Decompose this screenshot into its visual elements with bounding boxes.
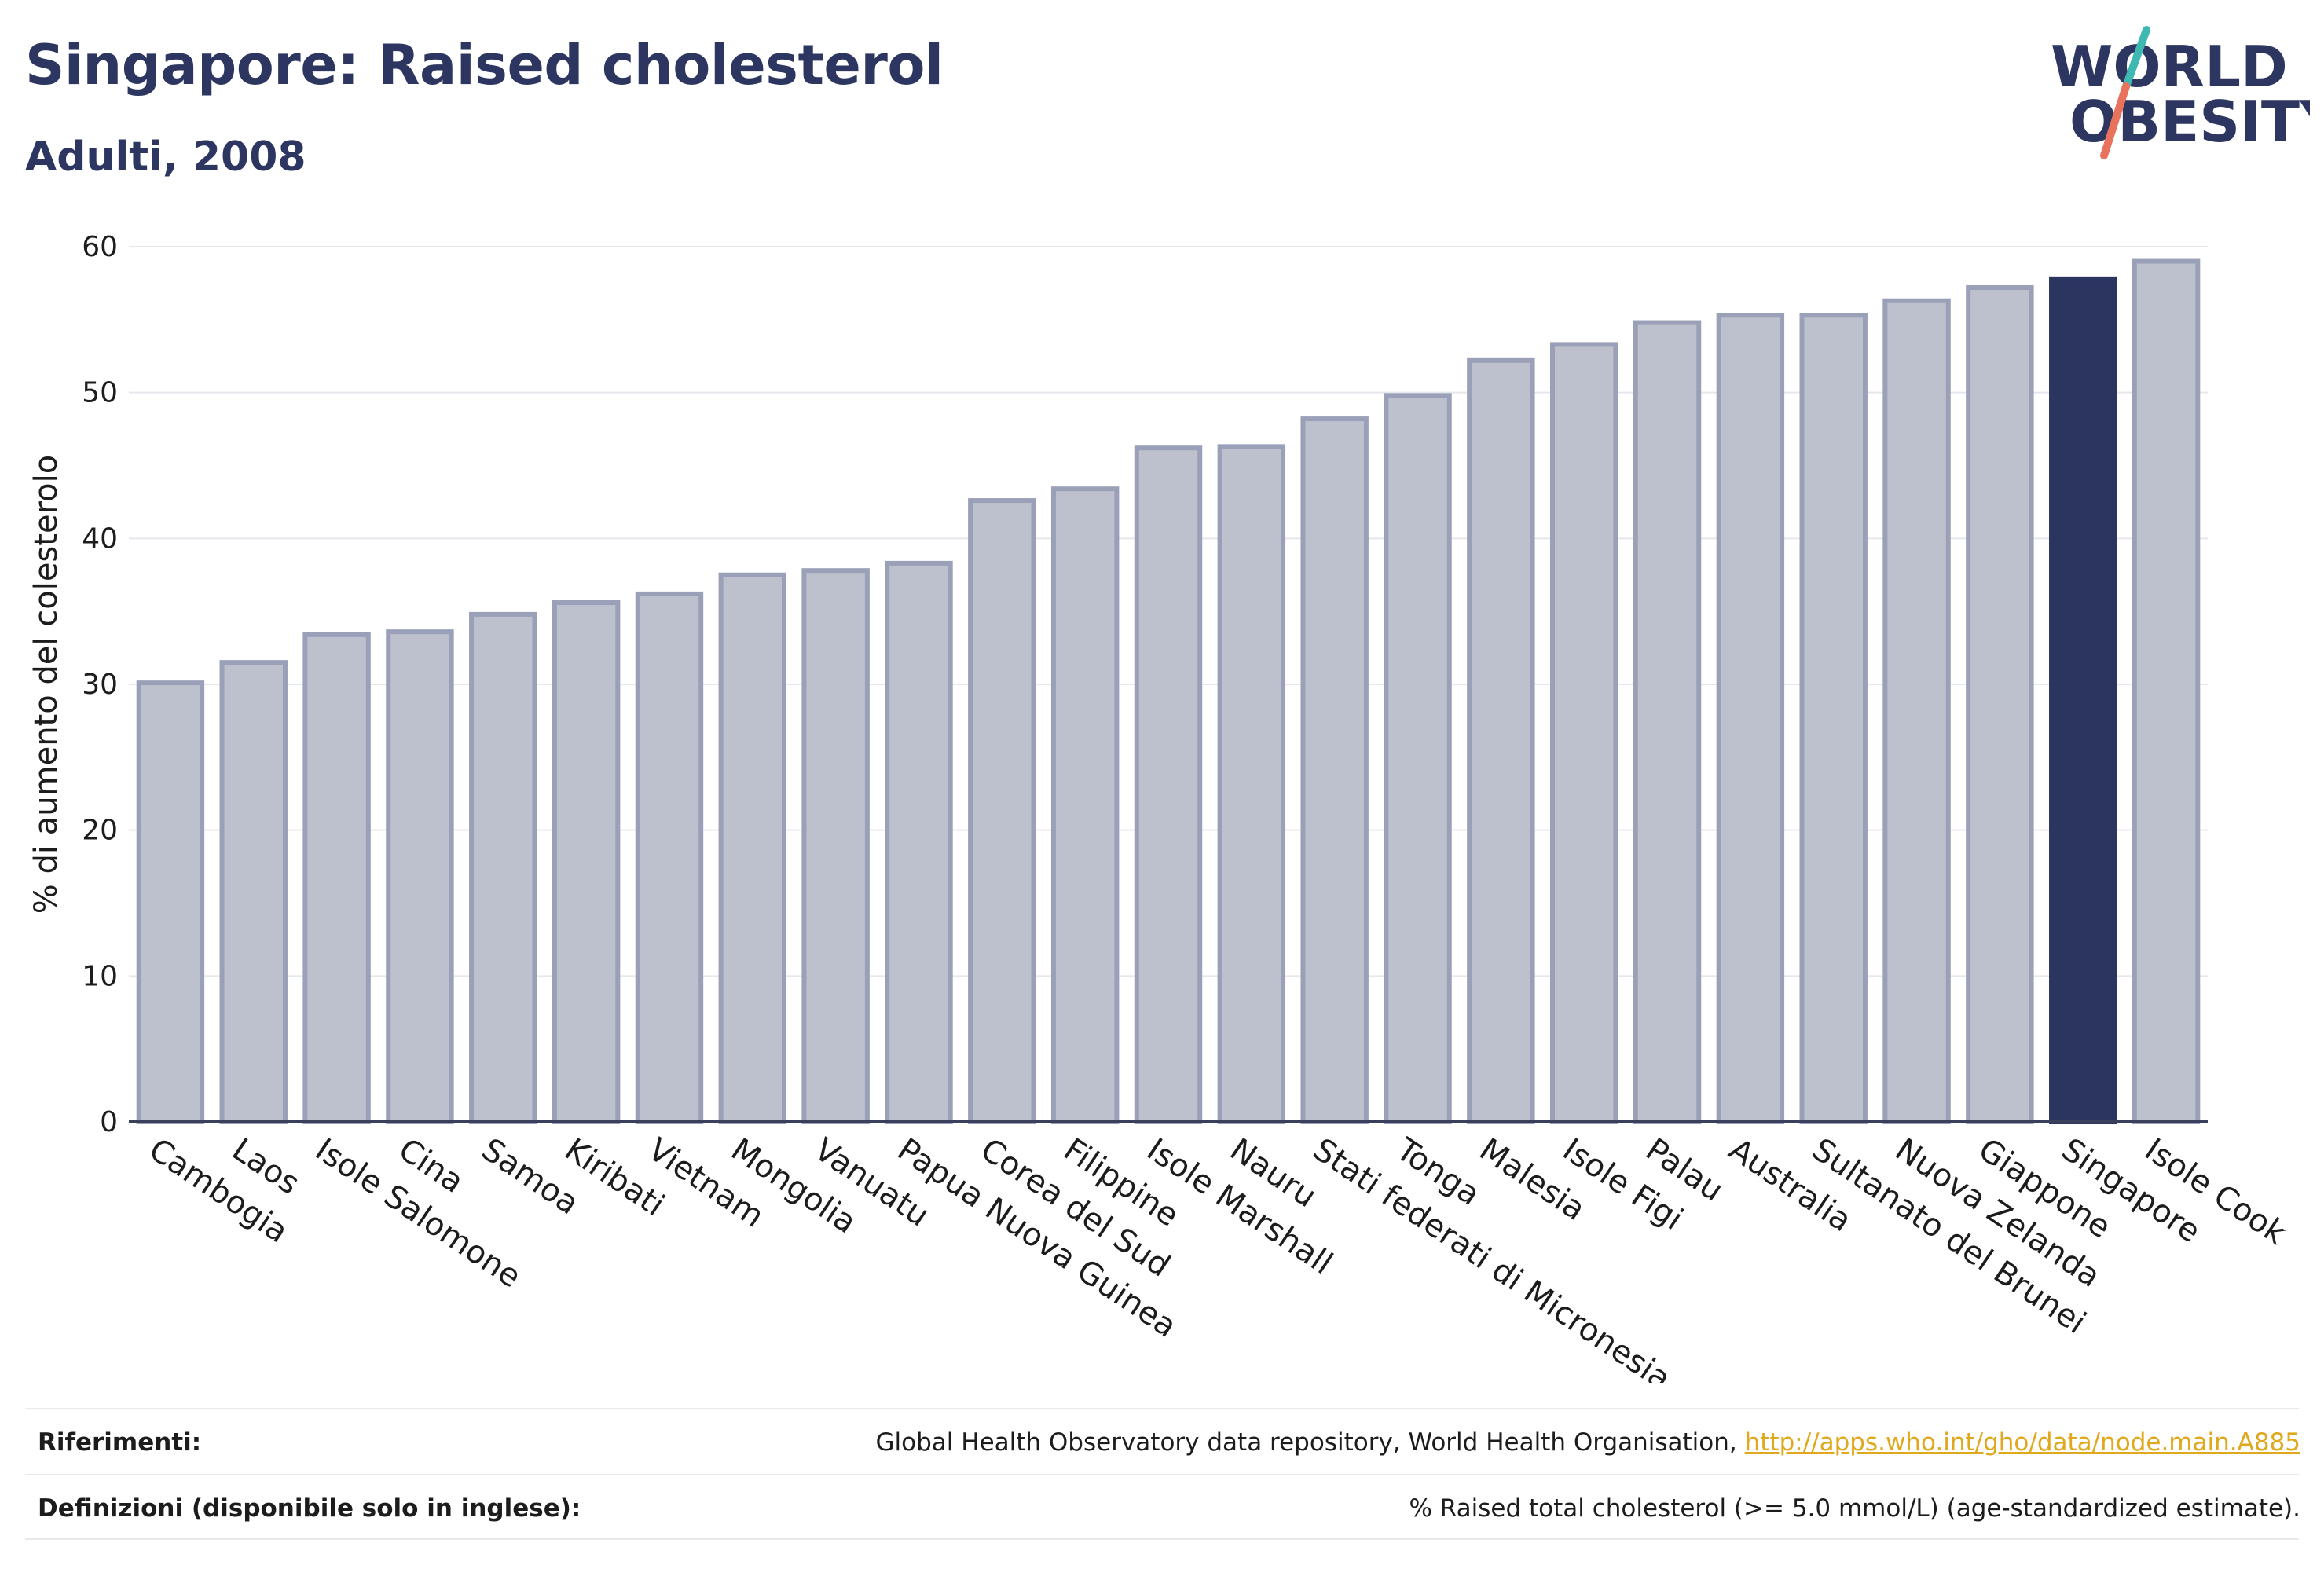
- definitions-label: Definizioni (disponibile solo in inglese…: [38, 1494, 581, 1523]
- bar: [1217, 444, 1286, 1124]
- y-tick-label: 50: [82, 377, 118, 409]
- y-tick-label: 30: [82, 669, 118, 701]
- y-tick-label: 20: [82, 815, 118, 847]
- logo-slash-bottom: [2100, 82, 2130, 159]
- references-text: Global Health Observatory data repositor…: [875, 1428, 1745, 1457]
- definitions-value: % Raised total cholesterol (>= 5.0 mmol/…: [1409, 1494, 2300, 1523]
- bar: [968, 498, 1036, 1124]
- footer-divider-bottom: [25, 1538, 2299, 1540]
- bar: [2132, 258, 2201, 1125]
- logo-slash-top: [2122, 26, 2150, 90]
- bar: [386, 629, 454, 1124]
- bar: [1716, 313, 1785, 1125]
- bar: [1882, 298, 1951, 1124]
- y-tick-label: 40: [82, 522, 118, 555]
- bar: [552, 600, 621, 1124]
- y-tick-label: 60: [82, 231, 118, 263]
- chart-subtitle: Adulti, 2008: [25, 134, 306, 181]
- bar: [885, 560, 953, 1124]
- y-axis-title: % di aumento del colesterolo: [28, 455, 64, 914]
- y-tick-label: 0: [100, 1106, 118, 1138]
- bar: [1467, 357, 1535, 1124]
- footer-divider-middle: [25, 1474, 2299, 1475]
- references-label: Riferimenti:: [38, 1428, 202, 1457]
- y-tick-label: 10: [82, 960, 118, 992]
- bar: [1966, 284, 2034, 1124]
- bar: [469, 611, 537, 1124]
- bar: [1134, 445, 1203, 1124]
- bar-chart: 0 10 20 30 40 50 60 % di aumento del colesterol…: [28, 231, 2293, 1383]
- footer-divider-top: [25, 1408, 2299, 1409]
- bar: [219, 660, 288, 1124]
- logo-line1: WORLD: [2051, 34, 2288, 100]
- bar-highlight: [2049, 276, 2117, 1124]
- bar: [718, 572, 787, 1124]
- chart-title: Singapore: Raised cholesterol: [25, 33, 944, 97]
- bar: [1549, 342, 1618, 1124]
- bar: [1633, 320, 1702, 1124]
- bar: [801, 568, 870, 1124]
- world-obesity-logo: WORLD OBESITY: [2051, 26, 2310, 159]
- bar: [635, 591, 704, 1124]
- references-value: Global Health Observatory data repositor…: [876, 1428, 2300, 1457]
- bar: [302, 632, 371, 1124]
- bar: [1050, 486, 1120, 1124]
- references-link[interactable]: http://apps.who.int/gho/data/node.main.A…: [1744, 1428, 2300, 1457]
- bar: [1300, 416, 1369, 1124]
- bar: [136, 680, 205, 1124]
- bar: [1384, 393, 1452, 1124]
- bar: [1799, 313, 1868, 1125]
